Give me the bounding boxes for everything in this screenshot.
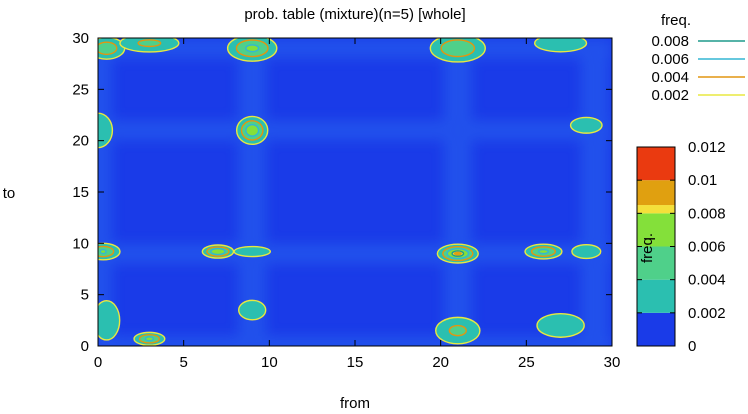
contour-level: [137, 39, 162, 48]
colorbar-tick-label: 0.004: [688, 272, 726, 289]
contour-level: [536, 312, 585, 338]
colorbar-tick-label: 0.008: [688, 205, 726, 222]
colorbar-band: [637, 312, 675, 346]
contour-level: [99, 248, 107, 255]
contour-level: [533, 38, 588, 53]
x-axis: 0 5 10 15 20 25 30: [94, 38, 621, 371]
y-tick-label: 25: [72, 81, 89, 98]
hotspot: [536, 312, 585, 338]
contour-level: [238, 299, 267, 321]
colorbar-label: freq.: [639, 233, 656, 263]
hotspot: [436, 243, 479, 264]
x-tick-label: 5: [179, 354, 187, 371]
x-tick-label: 0: [94, 354, 102, 371]
hotspot: [238, 299, 267, 321]
x-tick-label: 15: [347, 354, 364, 371]
heatmap-cross-band: [443, 38, 472, 346]
hotspot: [119, 38, 180, 53]
colorbar-tick-label: 0.002: [688, 305, 726, 322]
colorbar-tick-label: 0: [688, 338, 696, 355]
contour-level: [245, 123, 260, 137]
colorbar-band: [637, 180, 675, 206]
contour-level: [569, 116, 603, 134]
hotspot: [524, 243, 563, 260]
hotspot: [98, 38, 126, 60]
y-axis-label: to: [3, 185, 16, 202]
y-tick-label: 5: [81, 287, 89, 304]
hotspot: [201, 244, 235, 259]
contour-level: [448, 324, 467, 337]
heatmap-cross-band: [98, 120, 612, 141]
legend-entry-label: 0.004: [651, 69, 689, 86]
contour-level: [537, 248, 549, 255]
heatmap-cross-band: [580, 38, 609, 346]
colorbar-tick-label: 0.012: [688, 139, 726, 156]
hotspot: [429, 38, 486, 63]
legend-entry-label: 0.008: [651, 33, 689, 50]
y-tick-label: 15: [72, 184, 89, 201]
contour-level: [98, 41, 118, 56]
heatmap-background: [98, 38, 612, 346]
colorbar-band: [637, 147, 675, 181]
x-tick-label: 10: [261, 354, 278, 371]
hotspot: [233, 245, 272, 258]
colorbar-band: [637, 205, 675, 214]
y-tick-label: 10: [72, 235, 89, 252]
legend-entry-label: 0.006: [651, 51, 689, 68]
x-axis-label: from: [340, 395, 370, 412]
colorbar-band: [637, 279, 675, 313]
y-tick-label: 20: [72, 133, 89, 150]
colorbar-tick-label: 0.006: [688, 239, 726, 256]
hotspot: [569, 116, 603, 134]
hotspot: [133, 331, 166, 346]
y-axis: 0 5 10 15 20 25 30: [72, 30, 612, 355]
chart-title: prob. table (mixture)(n=5) [whole]: [244, 6, 465, 23]
hotspot: [226, 38, 278, 62]
y-tick-label: 0: [81, 338, 89, 355]
hotspot-peak: [453, 251, 462, 256]
hotspot: [98, 300, 121, 341]
colorbar-band: [637, 213, 675, 247]
plot-area: [98, 38, 612, 346]
hotspot: [235, 115, 269, 146]
contour-level: [245, 44, 260, 53]
legend-entry-label: 0.002: [651, 87, 689, 104]
heatmap-cross-band: [238, 38, 267, 346]
hotspot: [435, 316, 481, 345]
contour-level: [210, 247, 226, 256]
contour-level: [440, 39, 476, 58]
hotspot: [98, 242, 121, 261]
hotspot: [571, 243, 602, 260]
contour-legend-title: freq.: [661, 12, 691, 29]
contour-level: [98, 300, 121, 341]
colorbar-band: [637, 246, 675, 280]
x-tick-label: 20: [432, 354, 449, 371]
x-tick-label: 25: [518, 354, 535, 371]
hotspot: [533, 38, 588, 53]
colorbar-tick-label: 0.01: [688, 172, 717, 189]
contour-level: [144, 336, 155, 342]
contour-level: [233, 245, 272, 258]
x-tick-label: 30: [604, 354, 621, 371]
contour-level: [571, 243, 602, 260]
colorbar: freq. 0 0.002 0.004 0.006 0.008 0.01 0.012: [636, 139, 726, 355]
y-tick-label: 30: [72, 30, 89, 47]
